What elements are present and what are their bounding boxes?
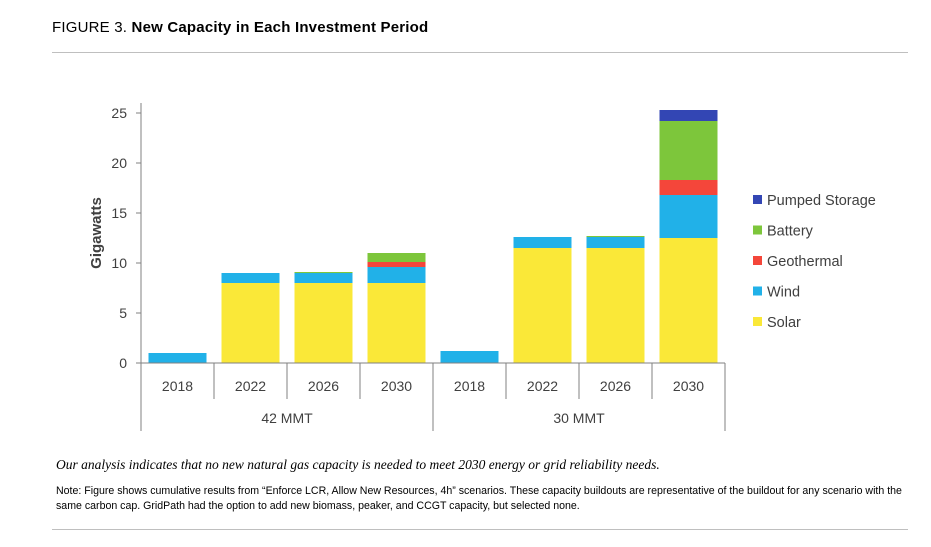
top-divider [52,52,908,53]
x-tick-label: 2030 [381,378,412,394]
legend-swatch-solar [753,317,762,326]
legend-label: Wind [767,285,800,301]
x-tick-label: 2022 [527,378,558,394]
figure-note: Note: Figure shows cumulative results fr… [56,485,902,512]
legend-label: Solar [767,315,801,331]
y-axis-title: Gigawatts [88,197,105,269]
bar-segment-battery [367,253,426,262]
figure-caption: Our analysis indicates that no new natur… [56,457,660,472]
legend-label: Battery [767,224,814,240]
bar-segment-wind [221,273,280,283]
bar-segment-wind [367,267,426,283]
x-group-label: 42 MMT [261,410,313,426]
x-tick-label: 2018 [162,378,193,394]
bar-segment-battery [294,272,353,273]
x-group-label: 30 MMT [553,410,605,426]
bar-segment-wind [148,353,207,363]
bar-segment-pumped-storage [659,110,718,121]
bar-segment-solar [659,238,718,363]
bar-segment-solar [586,248,645,363]
x-tick-label: 2018 [454,378,485,394]
stacked-bar-chart: 0 5 10 15 20 25 Gigawatts 2018 2022 2026 2030 2018 2… [88,103,876,431]
legend-label: Geothermal [767,254,843,270]
x-tick-label: 2026 [600,378,631,394]
bar-segment-geothermal [367,262,426,267]
legend-swatch-geothermal [753,256,762,265]
y-tick-label: 10 [111,255,127,271]
y-tick-label: 25 [111,105,127,121]
legend-label: Pumped Storage [767,193,876,209]
figure-name: New Capacity in Each Investment Period [131,19,429,36]
legend-swatch-wind [753,286,762,296]
bottom-divider [52,529,908,530]
y-tick-label: 5 [119,305,127,321]
bar-segment-solar [294,283,353,363]
bar-segment-solar [221,283,280,363]
legend-swatch-pumped-storage [753,195,762,204]
bar-segment-wind [440,351,499,363]
y-tick-label: 20 [111,155,127,171]
y-tick-label: 0 [119,355,127,371]
figure-title: FIGURE 3. New Capacity in Each Investmen… [52,19,428,36]
bar-segment-wind [294,273,353,283]
x-tick-label: 2026 [308,378,339,394]
legend-swatch-battery [753,225,762,235]
figure-number: FIGURE 3. [52,19,128,36]
bar-segment-battery [586,236,645,237]
bar-segment-geothermal [659,180,718,195]
bar-segment-solar [513,248,572,363]
bar-segment-wind [659,195,718,238]
x-tick-label: 2030 [673,378,704,394]
y-tick-label: 15 [111,205,127,221]
bar-segment-wind [513,237,572,248]
bar-segment-battery [659,121,718,180]
bar-segment-wind [586,237,645,248]
x-tick-label: 2022 [235,378,266,394]
bar-segment-solar [367,283,426,363]
